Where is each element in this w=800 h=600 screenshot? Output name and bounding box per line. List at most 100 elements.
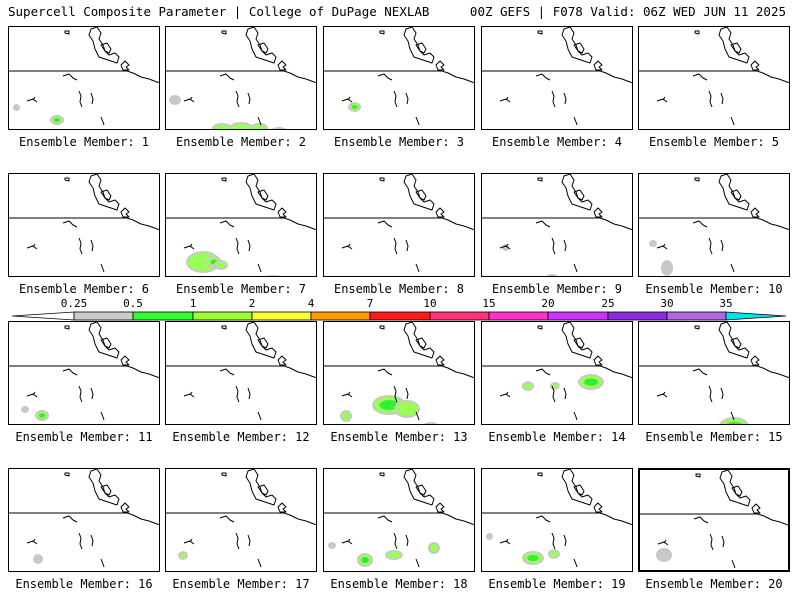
ensemble-member-map[interactable] [165, 26, 317, 130]
scp-shading [252, 125, 266, 129]
map-outline [221, 177, 227, 182]
scp-shading [21, 406, 29, 413]
scp-shading [546, 274, 558, 276]
map-outline [64, 177, 70, 182]
map-outline [78, 90, 83, 108]
map-outline [563, 92, 567, 105]
ensemble-member-label: Ensemble Member: 3 [333, 135, 465, 149]
colorbar-segment [666, 311, 727, 321]
colorbar-segment [73, 311, 134, 321]
scp-shading [265, 275, 281, 276]
ensemble-member-map[interactable] [323, 321, 475, 425]
scp-shading [423, 422, 439, 424]
map-outline [730, 116, 735, 126]
map-outline [750, 355, 760, 366]
map-outline [730, 42, 742, 54]
map-outline [573, 189, 585, 201]
map-outline [708, 385, 713, 403]
map-outline [257, 558, 262, 568]
map-outline [403, 322, 435, 359]
map-outline [100, 116, 105, 126]
map-outline [718, 174, 750, 211]
colorbar-segment [132, 311, 194, 321]
ensemble-member-map[interactable] [481, 26, 633, 130]
map-outline [435, 355, 445, 366]
map-outline [719, 470, 751, 507]
map-outline [245, 174, 277, 211]
map-outline [166, 70, 316, 84]
map-outline [730, 189, 742, 201]
basemap [324, 174, 474, 273]
map-outline [88, 469, 120, 506]
map-outline [639, 217, 789, 231]
map-outline [593, 502, 603, 513]
map-outline [573, 337, 585, 349]
ensemble-member-map[interactable] [638, 26, 790, 130]
map-outline [88, 174, 120, 211]
scp-shading [342, 412, 350, 420]
basemap [482, 469, 632, 568]
map-outline [415, 484, 427, 496]
map-outline [730, 337, 742, 349]
ensemble-member-map[interactable] [165, 321, 317, 425]
map-outline [435, 207, 445, 218]
map-outline [9, 365, 159, 379]
ensemble-member-label: Ensemble Member: 6 [18, 282, 150, 296]
map-outline [120, 355, 130, 366]
map-outline [708, 237, 713, 255]
map-outline [593, 207, 603, 218]
map-outline [535, 368, 551, 376]
map-outline [393, 90, 398, 108]
ensemble-member-map[interactable] [323, 173, 475, 277]
map-outline [720, 387, 724, 400]
ensemble-member-map[interactable] [165, 173, 317, 277]
ensemble-member-map[interactable] [323, 468, 475, 572]
ensemble-member-map[interactable] [481, 173, 633, 277]
ensemble-member-label: Ensemble Member: 9 [491, 282, 623, 296]
scp-shading [33, 554, 43, 564]
map-outline [247, 92, 251, 105]
map-outline [730, 263, 735, 273]
map-outline [573, 558, 578, 568]
ensemble-member-map[interactable] [638, 173, 790, 277]
map-outline [573, 263, 578, 273]
ensemble-member-map[interactable] [481, 468, 633, 572]
ensemble-member-label: Ensemble Member: 20 [645, 577, 783, 591]
map-outline [221, 472, 227, 477]
colorbar-tick-label: 0.25 [61, 297, 88, 310]
colorbar-segment [11, 311, 75, 321]
map-outline [656, 243, 668, 250]
map-outline [499, 96, 511, 103]
ensemble-member-map[interactable] [638, 321, 790, 425]
colorbar-segment [547, 311, 609, 321]
product-title: Supercell Composite Parameter | College … [8, 4, 430, 19]
map-outline [90, 534, 94, 547]
ensemble-member-map[interactable] [165, 468, 317, 572]
colorbar-tick-label: 25 [601, 297, 614, 310]
map-outline [750, 60, 760, 71]
map-outline [573, 411, 578, 421]
ensemble-member-map[interactable] [481, 321, 633, 425]
map-outline [537, 472, 543, 477]
map-outline [573, 484, 585, 496]
ensemble-member-map[interactable] [8, 173, 160, 277]
map-outline [415, 42, 427, 54]
ensemble-member-map[interactable] [323, 26, 475, 130]
ensemble-member-map[interactable] [638, 468, 790, 572]
map-outline [731, 559, 736, 569]
map-outline [257, 484, 269, 496]
map-outline [656, 391, 668, 398]
map-outline [482, 217, 632, 231]
map-outline [720, 92, 724, 105]
ensemble-member-map[interactable] [8, 468, 160, 572]
ensemble-member-map[interactable] [8, 26, 160, 130]
valid-time: 00Z GEFS | F078 Valid: 06Z WED JUN 11 20… [469, 4, 786, 19]
ensemble-member-label: Ensemble Member: 10 [645, 282, 783, 296]
ensemble-member-map[interactable] [8, 321, 160, 425]
map-outline [639, 70, 789, 84]
map-outline [405, 387, 409, 400]
map-outline [573, 42, 585, 54]
map-outline [88, 27, 120, 64]
map-outline [247, 534, 251, 547]
scp-shading [396, 402, 418, 416]
